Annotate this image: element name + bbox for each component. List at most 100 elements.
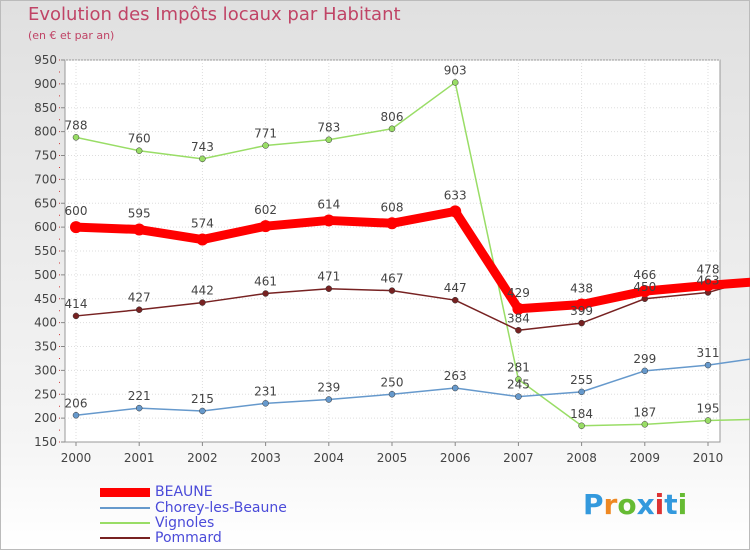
data-label-pommard-2006: 447 — [444, 281, 467, 295]
data-label-pommard-2003: 461 — [254, 274, 277, 288]
y-tick-label-200: 200 — [34, 411, 57, 425]
series-line-beaune — [71, 206, 750, 314]
data-label-vignoles-2005: 806 — [381, 110, 404, 124]
data-label-beaune-2010: 478 — [697, 262, 720, 276]
data-point-chorey-les-beaune-2007 — [515, 393, 522, 400]
data-label-chorey-les-beaune-2001: 221 — [128, 389, 151, 403]
data-point-pommard-2003 — [262, 290, 269, 297]
data-label-pommard-2001: 427 — [128, 291, 151, 305]
y-tick-label-850: 850 — [34, 101, 57, 115]
y-tick-label-950: 950 — [34, 53, 57, 67]
data-point-beaune-2006 — [449, 205, 462, 218]
data-label-beaune-2000: 600 — [65, 204, 88, 218]
data-label-vignoles-2007: 281 — [507, 360, 530, 374]
data-label-pommard-2005: 467 — [381, 272, 404, 286]
data-point-chorey-les-beaune-2003 — [262, 400, 269, 407]
data-label-pommard-2008: 399 — [570, 304, 593, 318]
data-point-chorey-les-beaune-2010 — [704, 361, 712, 369]
data-label-chorey-les-beaune-2008: 255 — [570, 373, 593, 387]
data-point-beaune-2010 — [702, 279, 714, 292]
data-label-pommard-2004: 471 — [317, 270, 340, 284]
data-point-beaune-2007 — [512, 302, 525, 315]
logo-letter: t — [664, 488, 678, 521]
data-label-pommard-2009: 450 — [633, 280, 656, 294]
y-tick-label-800: 800 — [34, 125, 57, 139]
legend-label-beaune: BEAUNE — [155, 484, 213, 500]
y-tick-label-750: 750 — [34, 149, 57, 163]
logo-letter: i — [677, 488, 688, 521]
data-point-vignoles-2008 — [578, 422, 585, 430]
x-tick-label-2002: 2002 — [187, 451, 218, 465]
data-point-beaune-2003 — [259, 220, 272, 233]
logo-letter: r — [603, 488, 618, 521]
legend-label-pommard: Pommard — [155, 530, 222, 546]
x-tick-label-2005: 2005 — [377, 451, 408, 465]
data-point-beaune-2009 — [638, 285, 651, 298]
data-label-beaune-2004: 614 — [317, 197, 340, 211]
data-label-chorey-les-beaune-2003: 231 — [254, 384, 277, 398]
data-label-beaune-2003: 602 — [254, 203, 277, 217]
data-label-pommard-2000: 414 — [65, 297, 88, 311]
y-tick-label-700: 700 — [34, 172, 57, 186]
series-line-pommard — [75, 279, 750, 332]
chart-subtitle: (en € et par an) — [28, 29, 115, 42]
data-label-vignoles-2010: 195 — [697, 402, 720, 416]
data-label-chorey-les-beaune-2005: 250 — [381, 375, 404, 389]
legend-item-chorey: Chorey-les-Beaune — [100, 500, 400, 516]
data-point-chorey-les-beaune-2000 — [72, 412, 80, 419]
data-label-beaune-2001: 595 — [128, 207, 151, 221]
legend-item-pommard: Pommard — [100, 530, 400, 546]
data-label-beaune-2007: 429 — [507, 286, 530, 300]
y-tick-label-550: 550 — [34, 244, 57, 258]
data-point-beaune-2005 — [386, 217, 398, 230]
data-point-pommard-2004 — [325, 285, 333, 292]
data-point-vignoles-2000 — [72, 134, 80, 141]
y-tick-label-650: 650 — [34, 196, 57, 210]
data-point-vignoles-2009 — [641, 421, 649, 428]
data-point-pommard-2002 — [199, 299, 206, 306]
y-tick-label-500: 500 — [34, 268, 57, 282]
data-label-beaune-2006: 633 — [444, 188, 467, 202]
data-point-pommard-2005 — [388, 287, 396, 294]
x-tick-label-2004: 2004 — [314, 451, 345, 465]
data-label-vignoles-2008: 184 — [570, 407, 593, 421]
y-tick-label-350: 350 — [34, 340, 57, 354]
data-label-chorey-les-beaune-2006: 263 — [444, 369, 467, 383]
data-point-chorey-les-beaune-2006 — [451, 384, 459, 392]
data-point-vignoles-2004 — [325, 136, 333, 143]
data-label-pommard-2007: 384 — [507, 311, 530, 325]
data-point-vignoles-2003 — [262, 142, 269, 149]
data-point-vignoles-2007 — [515, 376, 522, 383]
data-label-vignoles-2003: 771 — [254, 126, 277, 140]
logo-letter: P — [583, 488, 604, 521]
x-tick-label-2003: 2003 — [250, 451, 281, 465]
data-label-beaune-2008: 438 — [570, 281, 593, 295]
logo-letter: x — [636, 488, 655, 521]
legend-swatch-vignoles — [100, 522, 150, 524]
data-label-chorey-les-beaune-2007: 245 — [507, 378, 530, 392]
data-point-vignoles-2002 — [199, 155, 206, 163]
data-point-chorey-les-beaune-2008 — [578, 388, 585, 396]
data-label-chorey-les-beaune-2010: 311 — [697, 346, 720, 360]
x-tick-label-2010: 2010 — [693, 451, 724, 465]
y-tick-label-250: 250 — [34, 387, 57, 401]
series-line-vignoles — [75, 81, 750, 427]
data-point-chorey-les-beaune-2009 — [641, 367, 649, 375]
data-point-beaune-2000 — [70, 221, 82, 234]
data-point-pommard-2001 — [135, 306, 143, 313]
data-label-vignoles-2004: 783 — [317, 121, 340, 135]
data-label-chorey-les-beaune-2009: 299 — [633, 352, 656, 366]
data-label-vignoles-2006: 903 — [444, 63, 467, 77]
proxiti-logo: Proxiti — [583, 488, 687, 521]
data-point-pommard-2000 — [72, 312, 80, 320]
data-label-pommard-2002: 442 — [191, 284, 214, 298]
data-point-beaune-2004 — [322, 214, 335, 227]
data-label-chorey-les-beaune-2002: 215 — [191, 392, 214, 406]
chart-title: Evolution des Impôts locaux par Habitant — [28, 4, 401, 25]
data-point-beaune-2008 — [575, 298, 588, 311]
x-tick-label-2000: 2000 — [61, 451, 92, 465]
data-point-vignoles-2006 — [451, 79, 459, 86]
x-tick-label-2001: 2001 — [124, 451, 155, 465]
data-label-pommard-2010: 463 — [697, 274, 720, 288]
